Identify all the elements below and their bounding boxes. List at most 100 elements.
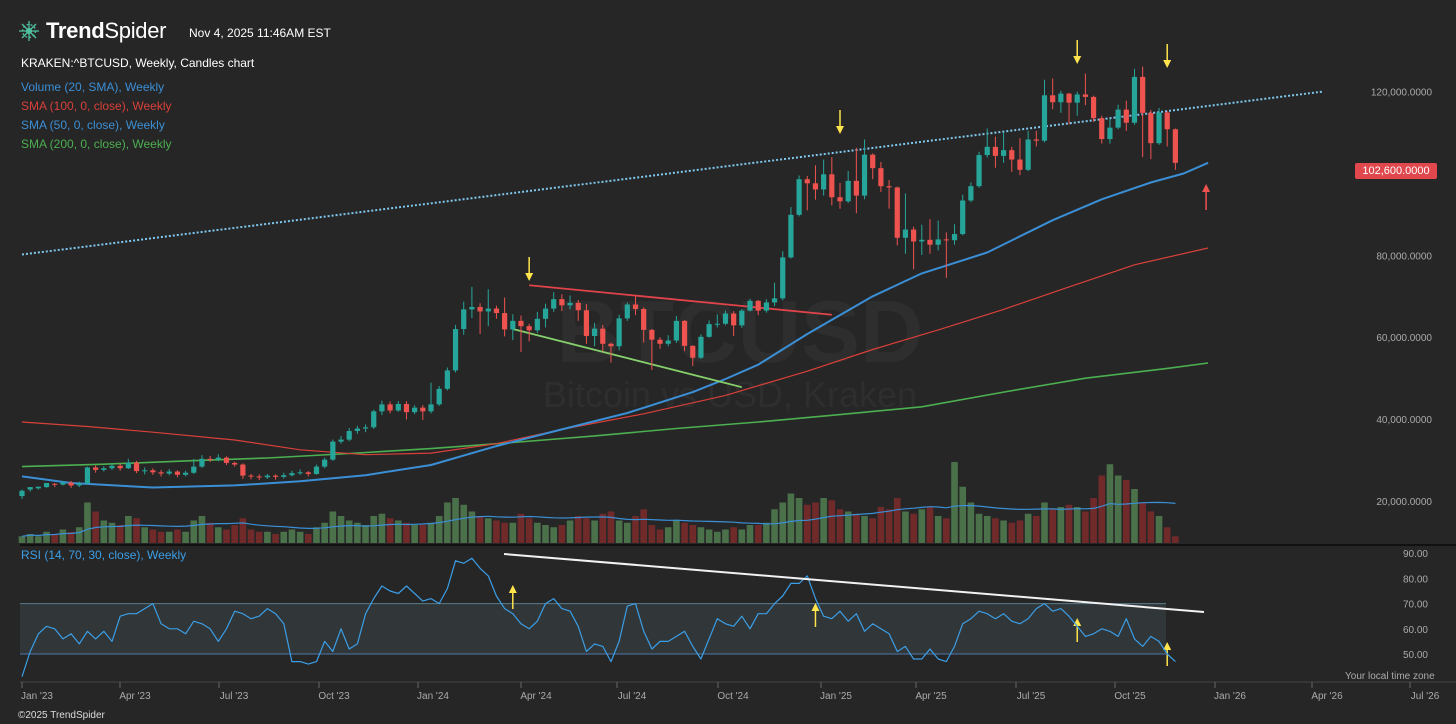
trendspider-logo: TrendSpider xyxy=(18,18,167,44)
candle xyxy=(731,311,737,337)
volume-bar xyxy=(943,518,950,543)
candle xyxy=(518,315,524,352)
candle-body xyxy=(76,483,82,486)
candle xyxy=(166,469,172,476)
volume-bar xyxy=(67,531,75,543)
candle xyxy=(362,424,369,433)
candle-body xyxy=(1058,93,1064,103)
indicator-sma100-label[interactable]: SMA (100, 0, close), Weekly xyxy=(21,99,172,113)
volume-bar xyxy=(125,516,132,543)
candle xyxy=(935,220,941,251)
candle xyxy=(1074,91,1080,116)
volume-bar xyxy=(656,529,664,543)
volume-bar xyxy=(689,525,697,543)
indicator-volume-label[interactable]: Volume (20, SMA), Weekly xyxy=(21,80,165,94)
candle-body xyxy=(567,302,573,306)
candle-body xyxy=(469,306,475,310)
volume-bar xyxy=(1147,511,1155,543)
chart-datetime: Nov 4, 2025 11:46AM EST xyxy=(189,26,331,40)
sma50-line xyxy=(21,161,1209,489)
candle xyxy=(330,439,336,461)
volume-bar xyxy=(681,522,688,543)
candle-body xyxy=(624,304,630,319)
candle xyxy=(804,175,810,211)
time-tick-label: Jul '24 xyxy=(618,691,647,702)
candle-body xyxy=(853,180,859,196)
candle xyxy=(117,463,123,471)
candle xyxy=(1058,90,1064,113)
candle xyxy=(452,324,459,373)
candle xyxy=(469,286,475,318)
volume-bar xyxy=(648,525,656,543)
indicator-sma50-label[interactable]: SMA (50, 0, close), Weekly xyxy=(21,118,165,132)
candle-body xyxy=(215,457,221,460)
volume-bar xyxy=(116,525,124,543)
rsi-tick-label: 80.00 xyxy=(1403,574,1428,585)
candle-body xyxy=(223,457,230,463)
volume-bar xyxy=(664,527,672,543)
candle-body xyxy=(346,430,352,440)
candle-body xyxy=(436,388,442,405)
candle xyxy=(150,468,156,475)
candle-body xyxy=(690,345,696,358)
volume-bar xyxy=(198,516,206,543)
rsi-indicator-label[interactable]: RSI (14, 70, 30, close), Weekly xyxy=(21,548,187,562)
volume-bar xyxy=(26,534,34,543)
time-tick-label: Jan '26 xyxy=(1214,691,1246,702)
rsi-arrow-up-head xyxy=(1163,642,1172,650)
volume-bar xyxy=(354,522,361,543)
candle-body xyxy=(755,300,761,311)
candle xyxy=(52,482,58,488)
volume-bar xyxy=(231,525,238,543)
volume-bar xyxy=(730,527,737,543)
candle-body xyxy=(1115,109,1121,128)
candle xyxy=(526,323,532,342)
candle-body xyxy=(142,470,148,472)
candle xyxy=(420,405,426,420)
volume-bar xyxy=(877,507,885,543)
candle-body xyxy=(1090,96,1097,119)
candle-body xyxy=(289,473,295,476)
volume-bar xyxy=(583,518,590,543)
candle-body xyxy=(935,239,941,245)
volume-bar xyxy=(803,504,811,543)
candle-body xyxy=(264,475,270,478)
local-time-zone-label[interactable]: Your local time zone xyxy=(1345,671,1435,682)
volume-bar xyxy=(75,527,83,543)
volume-bar xyxy=(1163,527,1171,543)
volume-bar xyxy=(534,522,541,543)
candle xyxy=(551,292,557,312)
candle xyxy=(109,463,115,470)
volume-bar xyxy=(599,513,607,543)
candle-body xyxy=(1131,76,1138,123)
volume-bar xyxy=(673,520,680,543)
volume-bar xyxy=(1065,504,1073,543)
candle xyxy=(158,469,164,477)
copyright: ©2025 TrendSpider xyxy=(18,710,105,721)
brand-thin: Spider xyxy=(104,18,167,43)
volume-bar xyxy=(1131,489,1138,543)
volume-bar xyxy=(853,513,860,543)
volume-bar xyxy=(337,516,345,543)
candle xyxy=(322,457,328,469)
volume-bar xyxy=(820,498,827,543)
candle xyxy=(788,207,794,259)
candle xyxy=(1090,95,1097,122)
indicator-sma200-label[interactable]: SMA (200, 0, close), Weekly xyxy=(21,137,172,151)
candle-body xyxy=(232,462,238,465)
candle-body xyxy=(960,200,966,235)
candle-body xyxy=(313,466,320,474)
sma100-line xyxy=(21,247,1209,456)
price-arrow-down-head xyxy=(836,126,844,134)
candle-body xyxy=(804,179,810,184)
candle xyxy=(1025,130,1031,172)
candle xyxy=(600,324,606,352)
candle xyxy=(755,299,761,316)
candle-body xyxy=(338,439,344,442)
candle xyxy=(878,162,884,192)
volume-bar xyxy=(18,536,26,543)
candle-body xyxy=(829,174,835,198)
volume-bar xyxy=(394,520,402,543)
candle xyxy=(1082,73,1088,106)
